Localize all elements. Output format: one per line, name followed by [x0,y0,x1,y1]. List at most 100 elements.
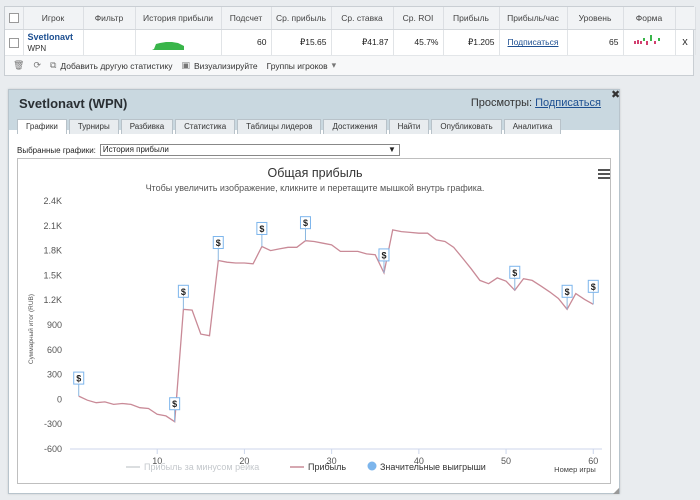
header-level[interactable]: Уровень [567,7,624,30]
header-select[interactable] [5,7,24,30]
visualize-button[interactable]: ▣ Визуализируйте [181,60,257,71]
legend-profit-label[interactable]: Прибыль [308,462,346,472]
add-stats-label: Добавить другую статистику [60,60,173,71]
header-count[interactable]: Подсчет [221,7,272,30]
y-axis-label: Суммарный итог (RUB) [27,294,35,364]
player-name-link[interactable]: Svetlonavt [27,31,74,42]
header-form[interactable]: Форма [623,7,676,30]
header-profit-history[interactable]: История прибыли [135,7,222,30]
tab-find[interactable]: Найти [388,119,430,134]
big-win-flag [561,284,573,298]
y-tick-label: 2.4K [43,196,62,206]
header-avg-roi[interactable]: Ср. ROI [393,7,444,30]
y-tick-label: 900 [47,320,62,330]
x-tick-label: 50 [501,456,511,466]
big-win-flag [378,248,390,262]
form-bar [637,40,639,45]
big-win-flag [587,279,599,293]
panel-header: Svetlonavt (WPN) Просмотры: Подписаться … [9,90,619,134]
header-avg-profit[interactable]: Ср. прибыль [271,7,332,30]
tab-breakdown[interactable]: Разбивка [120,119,174,134]
form-bar [658,38,660,42]
visualize-label: Визуализируйте [193,60,258,71]
header-filter[interactable]: Фильтр [83,7,136,30]
y-tick-label: 300 [47,370,62,380]
tab-analytics[interactable]: Аналитика [503,119,562,134]
big-win-flag [73,371,85,385]
big-win-flag-label: $ [303,218,308,228]
big-win-flag [256,221,268,235]
big-win-flag-label: $ [216,238,221,248]
header-profit-per-hour[interactable]: Прибыль/час [499,7,568,30]
count-cell: 60 [221,29,272,55]
graph-select[interactable]: История прибыли ▼ [99,144,400,156]
big-win-flag-label: $ [381,250,386,260]
y-tick-label: -300 [44,419,62,429]
select-all-checkbox[interactable] [8,13,19,24]
chart-container[interactable]: Общая прибыль Чтобы увеличить изображени… [17,158,611,484]
image-icon: ▣ [181,60,190,70]
row-select[interactable] [5,29,24,55]
menu-bar [598,173,610,175]
tab-publish[interactable]: Опубликовать [431,119,502,134]
tab-achievements[interactable]: Достижения [323,119,387,134]
row-checkbox[interactable] [9,37,19,48]
table-toolbar: 🗑 ⟳ ⧉ Добавить другую статистику ▣ Визуа… [5,55,693,75]
x-axis-label: Номер игры [554,465,596,474]
player-groups-dropdown[interactable]: Группы игроков ▾ [267,60,337,71]
remove-row-icon[interactable]: x [682,36,688,49]
big-win-flag [212,236,224,250]
y-tick-label: 600 [47,345,62,355]
header-profit[interactable]: Прибыль [443,7,500,30]
tab-graphs[interactable]: Графики [17,119,67,134]
profit-sparkline [142,42,184,51]
player-panel: Svetlonavt (WPN) Просмотры: Подписаться … [8,89,620,495]
big-win-flag [299,216,311,230]
link-icon: ⧉ [49,60,57,70]
profit-chart[interactable]: Общая прибыль Чтобы увеличить изображени… [18,159,612,485]
header-avg-stake[interactable]: Ср. ставка [331,7,394,30]
big-win-flag-label: $ [181,287,186,297]
tab-statistics[interactable]: Статистика [175,119,236,134]
chart-legend: Прибыль за минусом рейка Прибыль Значите… [126,461,486,472]
chart-series [78,229,594,423]
big-win-flag-label: $ [512,268,517,278]
graph-selector-label: Выбранные графики: [17,145,96,155]
big-win-flags: $ $ $ $ $ $ $ $ $ $ [73,216,599,422]
y-tick-label: 0 [57,394,62,404]
remove-cell: x [675,29,696,55]
panel-title: Svetlonavt (WPN) [19,96,128,111]
chart-menu-icon[interactable] [598,169,610,181]
graph-select-value: История прибыли [102,145,169,154]
legend-rake-label[interactable]: Прибыль за минусом рейка [144,462,259,472]
tab-leaderboards[interactable]: Таблицы лидеров [237,119,322,134]
add-stats-button[interactable]: ⧉ Добавить другую статистику [50,60,172,71]
profit-cell: ₽1.205 [443,29,500,55]
profit-sparkline-cell [135,29,222,55]
views-info: Просмотры: Подписаться [471,97,601,109]
player-cell: Svetlonavt WPN [23,29,84,55]
player-network: WPN [27,43,47,53]
tab-tournaments[interactable]: Турниры [68,119,119,134]
form-bar [650,35,652,42]
views-subscribe-link[interactable]: Подписаться [535,97,601,109]
resize-handle-icon[interactable]: ◢ [613,486,620,495]
refresh-icon[interactable]: ⟳ [33,60,41,70]
header-player[interactable]: Игрок [23,7,84,30]
profit-per-hour-cell: Подписаться [499,29,568,55]
sparkline-area [142,42,184,51]
subscribe-link[interactable]: Подписаться [507,37,559,48]
chart-title: Общая прибыль [267,166,362,180]
form-cell [623,29,676,55]
stats-table: Игрок Фильтр История прибыли Подсчет Ср.… [5,7,696,55]
x-tick-label: 60 [588,456,598,466]
header-remove [675,7,696,30]
legend-big-wins-label[interactable]: Значительные выигрыши [380,462,486,472]
y-tick-label: 1.2K [43,295,62,305]
y-tick-label: -600 [44,444,62,454]
close-panel-icon[interactable]: ✖ [611,89,621,101]
trash-icon[interactable]: 🗑 [13,60,25,70]
player-groups-label: Группы игроков [266,60,328,71]
views-label: Просмотры: [470,97,533,109]
menu-bar [598,177,610,179]
